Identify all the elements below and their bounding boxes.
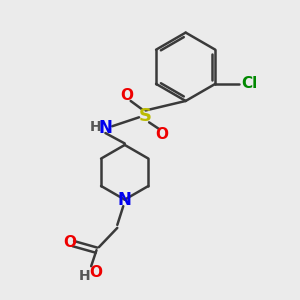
Text: O: O (63, 235, 76, 250)
Text: N: N (98, 119, 112, 137)
Text: O: O (121, 88, 134, 103)
Text: N: N (118, 190, 132, 208)
Text: H: H (79, 269, 90, 283)
Text: H: H (90, 120, 101, 134)
Text: S: S (139, 107, 152, 125)
Text: Cl: Cl (241, 76, 257, 92)
Text: O: O (155, 127, 168, 142)
Text: O: O (89, 265, 102, 280)
